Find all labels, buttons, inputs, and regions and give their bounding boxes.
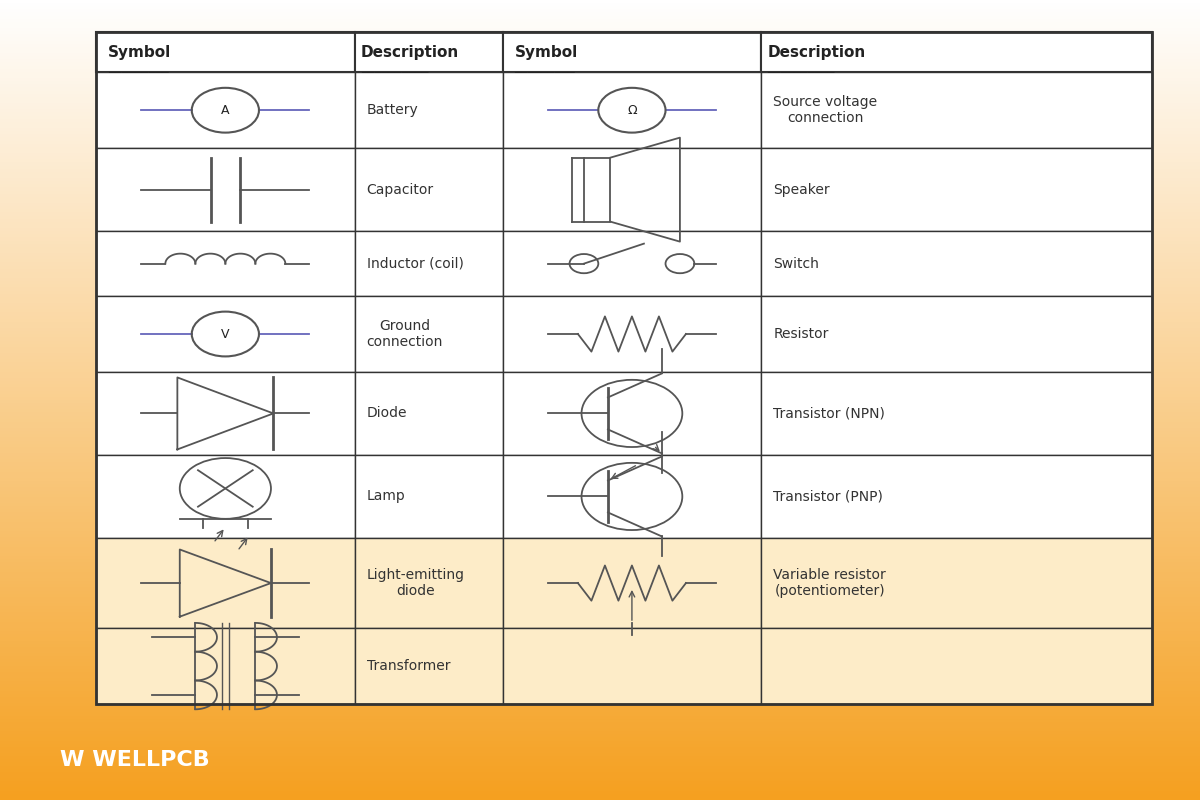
FancyBboxPatch shape bbox=[761, 538, 1152, 628]
Text: ──────────: ────────── bbox=[767, 67, 835, 77]
Text: Lamp: Lamp bbox=[367, 490, 406, 503]
FancyBboxPatch shape bbox=[355, 32, 503, 72]
FancyBboxPatch shape bbox=[761, 372, 1152, 455]
Text: Ground
connection: Ground connection bbox=[367, 319, 443, 349]
Text: Switch: Switch bbox=[773, 257, 820, 270]
FancyBboxPatch shape bbox=[761, 32, 1152, 72]
FancyBboxPatch shape bbox=[96, 628, 355, 704]
FancyBboxPatch shape bbox=[761, 72, 1152, 148]
FancyBboxPatch shape bbox=[503, 628, 761, 704]
FancyBboxPatch shape bbox=[355, 296, 503, 372]
FancyBboxPatch shape bbox=[761, 231, 1152, 296]
Text: Ω: Ω bbox=[628, 104, 637, 117]
Text: Light-emitting
diode: Light-emitting diode bbox=[367, 568, 464, 598]
FancyBboxPatch shape bbox=[96, 231, 355, 296]
FancyBboxPatch shape bbox=[96, 148, 355, 231]
Bar bbox=[584, 158, 611, 222]
Text: Speaker: Speaker bbox=[773, 182, 830, 197]
FancyBboxPatch shape bbox=[355, 628, 503, 704]
Text: Transistor (NPN): Transistor (NPN) bbox=[773, 406, 886, 421]
Text: Variable resistor
(potentiometer): Variable resistor (potentiometer) bbox=[773, 568, 886, 598]
FancyBboxPatch shape bbox=[503, 455, 761, 538]
FancyBboxPatch shape bbox=[355, 455, 503, 538]
Text: Inductor (coil): Inductor (coil) bbox=[367, 257, 463, 270]
FancyBboxPatch shape bbox=[355, 148, 503, 231]
Text: Transistor (PNP): Transistor (PNP) bbox=[773, 490, 883, 503]
Text: ──────────: ────────── bbox=[361, 67, 428, 77]
Text: Symbol: Symbol bbox=[515, 45, 578, 60]
FancyBboxPatch shape bbox=[96, 32, 355, 72]
Text: Description: Description bbox=[361, 45, 458, 60]
FancyBboxPatch shape bbox=[503, 538, 761, 628]
Text: ─────────: ───────── bbox=[515, 67, 575, 77]
Text: ─────────: ───────── bbox=[108, 67, 169, 77]
FancyBboxPatch shape bbox=[503, 148, 761, 231]
Text: Capacitor: Capacitor bbox=[367, 182, 434, 197]
Text: Resistor: Resistor bbox=[773, 327, 829, 341]
FancyBboxPatch shape bbox=[761, 455, 1152, 538]
Text: Source voltage
connection: Source voltage connection bbox=[773, 95, 877, 126]
FancyBboxPatch shape bbox=[355, 538, 503, 628]
FancyBboxPatch shape bbox=[761, 148, 1152, 231]
Text: A: A bbox=[221, 104, 229, 117]
Text: Description: Description bbox=[767, 45, 865, 60]
FancyBboxPatch shape bbox=[503, 231, 761, 296]
Text: Transformer: Transformer bbox=[367, 659, 450, 673]
FancyBboxPatch shape bbox=[761, 296, 1152, 372]
Text: Symbol: Symbol bbox=[108, 45, 172, 60]
FancyBboxPatch shape bbox=[96, 296, 355, 372]
FancyBboxPatch shape bbox=[96, 372, 355, 455]
FancyBboxPatch shape bbox=[355, 72, 503, 148]
Text: W WELLPCB: W WELLPCB bbox=[60, 750, 210, 770]
FancyBboxPatch shape bbox=[96, 538, 355, 628]
FancyBboxPatch shape bbox=[503, 72, 761, 148]
Text: V: V bbox=[221, 327, 229, 341]
Text: Diode: Diode bbox=[367, 406, 407, 421]
FancyBboxPatch shape bbox=[503, 372, 761, 455]
FancyBboxPatch shape bbox=[96, 455, 355, 538]
FancyBboxPatch shape bbox=[503, 296, 761, 372]
Text: Battery: Battery bbox=[367, 103, 419, 118]
FancyBboxPatch shape bbox=[761, 628, 1152, 704]
FancyBboxPatch shape bbox=[355, 231, 503, 296]
FancyBboxPatch shape bbox=[96, 72, 355, 148]
FancyBboxPatch shape bbox=[503, 32, 761, 72]
FancyBboxPatch shape bbox=[355, 372, 503, 455]
